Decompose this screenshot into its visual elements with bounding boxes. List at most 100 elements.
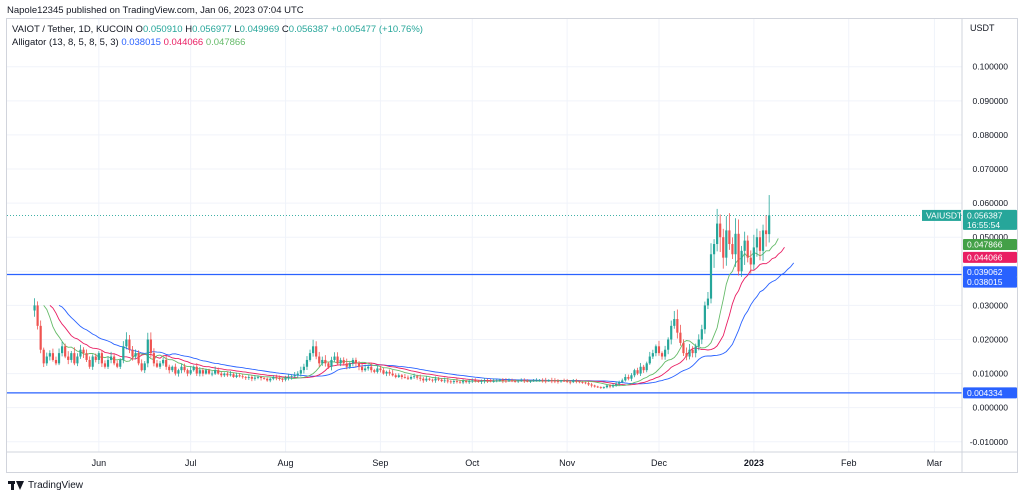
teeth-value: 0.044066 xyxy=(163,37,204,48)
jaw-line xyxy=(58,262,795,385)
candle-body xyxy=(514,381,517,382)
candle-body xyxy=(682,342,685,354)
candle-body xyxy=(700,329,703,340)
candle-body xyxy=(73,353,76,364)
candle-body xyxy=(734,233,737,255)
alligator-label[interactable]: Alligator (13, 8, 5, 8, 5, 3) xyxy=(12,37,119,48)
price-tick-label: 0.030000 xyxy=(973,300,1009,310)
lips-price-label: 0.047866 xyxy=(967,239,1003,249)
candle-body xyxy=(538,380,541,381)
candle-body xyxy=(165,359,168,367)
candle-body xyxy=(749,257,752,265)
candle-body xyxy=(709,254,713,299)
candle-body xyxy=(109,356,113,360)
legend-indicator-row: Alligator (13, 8, 5, 8, 5, 3) 0.038015 0… xyxy=(12,37,245,48)
candle-body xyxy=(550,380,553,382)
candle-body xyxy=(180,366,183,371)
symbol-tag: VAIUSDT xyxy=(926,210,962,220)
candle-body xyxy=(737,233,740,272)
candle-body xyxy=(443,380,446,382)
jaw-price-label: 0.038015 xyxy=(967,277,1003,287)
time-axis[interactable]: Jun Jul Aug Sep Oct Nov Dec 2023 Feb Mar xyxy=(7,451,1018,468)
candle-body xyxy=(177,370,180,374)
candle-body xyxy=(67,356,70,360)
candle-body xyxy=(370,366,373,371)
candle-body xyxy=(357,363,361,367)
hline-price-label-bg xyxy=(963,266,1017,278)
low-value: 0.049969 xyxy=(239,24,280,35)
candle-body xyxy=(82,349,85,354)
candle-body xyxy=(765,230,768,235)
publisher-info: Napole12345 published on TradingView.com… xyxy=(7,5,304,16)
candle-body xyxy=(400,375,403,377)
candle-body xyxy=(272,376,275,379)
candle-body xyxy=(523,380,526,382)
candle-body xyxy=(740,250,743,272)
symbol-name[interactable]: VAIOT / Tether, 1D, KUCOIN xyxy=(12,24,133,35)
candle-body xyxy=(152,353,156,364)
price-tick-label: 0.010000 xyxy=(973,369,1009,379)
candle-body xyxy=(412,376,416,378)
candle-body xyxy=(428,378,431,380)
change-value: +0.005477 (+10.76%) xyxy=(331,24,423,35)
candles xyxy=(33,195,771,389)
candle-body xyxy=(76,356,79,364)
last-price-label-bg xyxy=(963,209,1017,230)
candle-body xyxy=(321,359,324,364)
candle-body xyxy=(256,376,260,378)
candle-body xyxy=(351,359,354,364)
candle-body xyxy=(587,383,590,385)
candle-body xyxy=(425,378,428,381)
candle-body xyxy=(431,379,434,381)
candle-body xyxy=(263,378,266,379)
price-tick-label: 0.020000 xyxy=(973,334,1009,344)
candle-body xyxy=(663,349,667,357)
candle-body xyxy=(529,381,532,382)
candle-body xyxy=(345,363,348,367)
candle-body xyxy=(569,381,572,383)
candle-body xyxy=(446,380,449,382)
hline-price-label: 0.039062 xyxy=(967,267,1003,277)
candle-body xyxy=(269,378,272,381)
candle-body xyxy=(688,349,691,357)
candle-body xyxy=(195,366,198,374)
candle-body xyxy=(39,325,42,350)
grid xyxy=(7,19,962,452)
time-tick-label: Nov xyxy=(559,458,576,468)
time-tick-label: Feb xyxy=(841,458,857,468)
candle-body xyxy=(247,376,250,378)
candle-body xyxy=(364,368,367,371)
candle-body xyxy=(452,381,455,383)
candle-body xyxy=(504,380,508,382)
candle-body xyxy=(48,353,51,357)
candle-body xyxy=(517,380,520,382)
horizontal-lines[interactable] xyxy=(7,273,962,394)
candle-body xyxy=(119,359,122,367)
candle-body xyxy=(645,363,648,371)
candle-body xyxy=(409,376,413,379)
time-tick-label: Aug xyxy=(278,458,294,468)
candle-body xyxy=(706,298,710,306)
candle-body xyxy=(483,380,486,382)
candle-body xyxy=(128,339,131,350)
price-tick-label: 0.050000 xyxy=(973,232,1009,242)
candle-body xyxy=(703,305,706,330)
candle-body xyxy=(416,376,419,378)
candle-body xyxy=(648,356,651,364)
candle-body xyxy=(60,346,64,354)
candle-body xyxy=(94,356,97,360)
candle-body xyxy=(501,379,504,381)
price-axis[interactable]: USDT 0.100000 0.090000 0.080000 0.070000 0.06… xyxy=(961,19,1009,472)
legend-symbol-row: VAIOT / Tether, 1D, KUCOIN O0.050910 H0.… xyxy=(12,24,423,35)
footer-branding[interactable]: TradingView xyxy=(8,480,83,491)
candle-body xyxy=(253,377,257,379)
candle-body xyxy=(492,381,495,382)
candle-body xyxy=(373,370,376,372)
time-tick-label: Sep xyxy=(372,458,388,468)
candle-body xyxy=(342,359,345,364)
price-tick-label: 0.000000 xyxy=(973,403,1009,413)
candle-body xyxy=(474,380,477,382)
candle-body xyxy=(275,376,278,378)
